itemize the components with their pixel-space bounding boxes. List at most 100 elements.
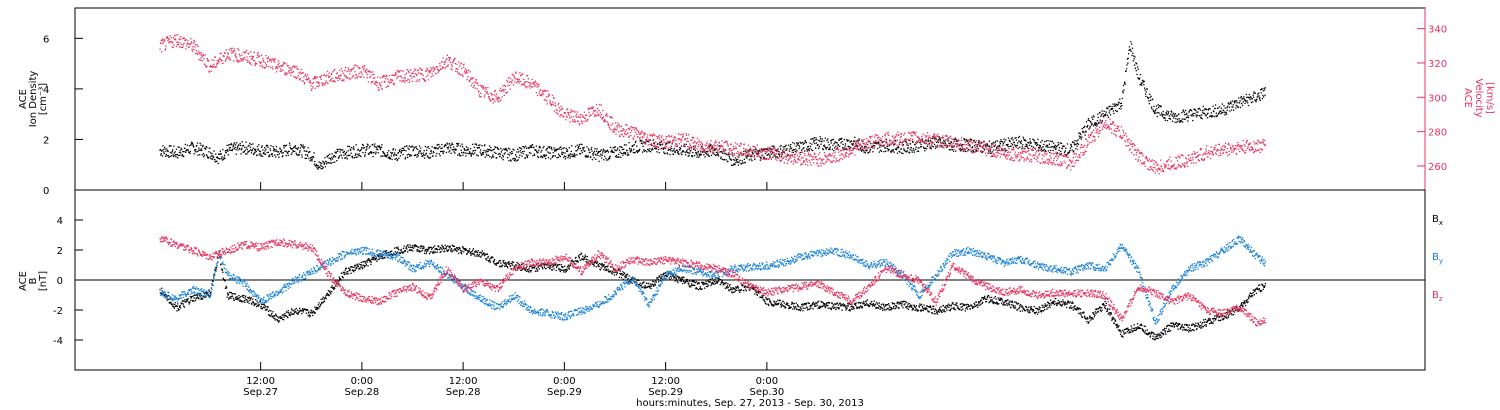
data-point — [1022, 136, 1024, 138]
data-point — [980, 150, 982, 152]
data-point — [502, 156, 505, 158]
data-point — [160, 154, 162, 156]
data-point — [839, 138, 842, 140]
data-point — [616, 125, 618, 127]
data-point — [366, 68, 368, 70]
data-point — [566, 149, 568, 151]
data-point — [541, 149, 543, 152]
data-point — [720, 145, 722, 147]
data-point — [358, 153, 360, 155]
data-point — [852, 148, 854, 150]
data-point — [384, 81, 386, 83]
data-point — [1118, 101, 1120, 103]
data-point — [360, 71, 362, 73]
data-point — [1128, 46, 1131, 48]
data-point — [315, 75, 317, 78]
data-point — [535, 145, 537, 147]
data-point — [960, 136, 963, 139]
data-point — [672, 141, 674, 143]
data-point — [1241, 102, 1243, 105]
data-point — [699, 155, 701, 157]
data-point — [283, 144, 286, 147]
data-point — [1075, 153, 1077, 155]
data-point — [1222, 112, 1224, 114]
data-point — [1100, 121, 1102, 123]
data-point — [1263, 89, 1266, 91]
data-point — [364, 151, 367, 154]
data-point — [818, 157, 821, 160]
data-point — [816, 163, 818, 165]
data-point — [201, 154, 203, 156]
data-point — [565, 147, 567, 149]
data-point — [431, 146, 433, 148]
data-point — [880, 150, 883, 152]
data-point — [806, 150, 808, 152]
data-point — [463, 63, 465, 65]
data-point — [616, 149, 618, 151]
data-point — [693, 155, 696, 157]
data-point — [623, 136, 625, 138]
data-point — [988, 145, 990, 147]
data-point — [221, 60, 223, 62]
data-point — [245, 147, 248, 149]
data-point — [630, 125, 632, 128]
data-point — [744, 148, 746, 150]
data-point — [550, 104, 553, 106]
data-point — [915, 142, 918, 144]
data-point — [1085, 131, 1087, 133]
data-point — [564, 158, 567, 160]
data-point — [944, 141, 946, 143]
data-point — [939, 144, 941, 146]
data-point — [917, 137, 919, 139]
data-point — [200, 148, 202, 150]
data-point — [1036, 144, 1039, 146]
data-point — [423, 154, 425, 156]
data-point — [343, 150, 345, 153]
data-point — [167, 36, 169, 38]
data-point — [700, 154, 702, 156]
data-point — [1111, 123, 1113, 125]
data-point — [1138, 149, 1140, 152]
data-point — [489, 149, 491, 151]
data-point — [290, 74, 292, 77]
data-point — [824, 154, 826, 156]
data-point — [1012, 157, 1014, 159]
data-point — [622, 152, 624, 155]
data-point — [669, 140, 671, 142]
data-point — [952, 150, 955, 152]
data-point — [799, 151, 802, 154]
data-point — [893, 151, 895, 153]
data-point — [257, 52, 259, 54]
data-point — [422, 78, 424, 80]
data-point — [500, 147, 502, 150]
data-point — [394, 74, 396, 77]
data-point — [236, 59, 238, 61]
data-point — [1085, 151, 1087, 153]
data-point — [860, 149, 862, 151]
data-point — [349, 148, 351, 150]
data-point — [1118, 107, 1120, 110]
data-point — [265, 64, 267, 66]
data-point — [336, 160, 338, 162]
data-point — [361, 71, 363, 73]
data-point — [1136, 63, 1138, 65]
data-point — [253, 60, 256, 62]
data-point — [180, 152, 182, 154]
data-point — [1122, 136, 1124, 139]
data-point — [533, 83, 535, 85]
data-point — [695, 143, 697, 145]
data-point — [781, 158, 783, 160]
data-point — [971, 139, 973, 141]
data-point — [741, 160, 743, 162]
data-point — [543, 155, 545, 158]
data-point — [360, 76, 362, 78]
data-point — [334, 81, 336, 83]
data-point — [444, 61, 446, 63]
data-point — [240, 58, 242, 60]
data-point — [1061, 147, 1064, 149]
data-point — [720, 145, 723, 147]
data-point — [465, 155, 467, 157]
data-point — [1135, 154, 1137, 156]
data-point — [567, 113, 569, 115]
data-point — [1077, 159, 1080, 162]
